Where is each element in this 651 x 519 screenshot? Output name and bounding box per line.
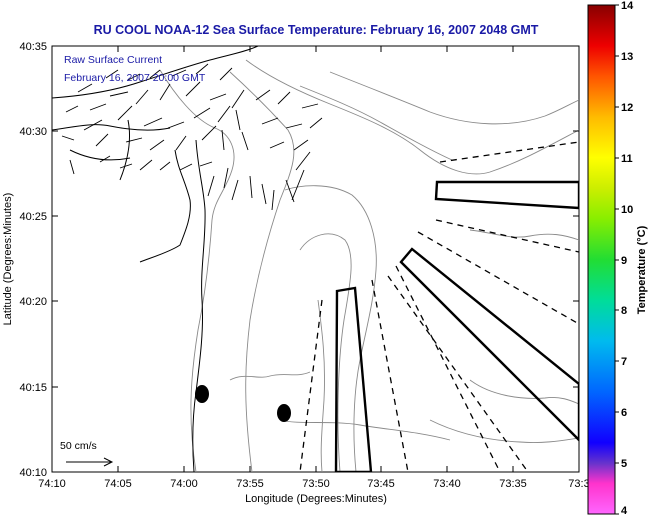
colorbar [587,4,616,515]
annotation-current-time: February 16, 2007 20:00 GMT [64,72,206,84]
x-tick-label: 73:35 [499,478,527,490]
coastline [52,46,259,472]
x-axis-label: Longitude (Degrees:Minutes) [245,493,387,505]
colorbar-tick-label: 11 [621,153,633,165]
sampling-box-south [334,286,373,472]
radar-sector-lines [299,141,579,472]
y-axis-label: Latitude (Degrees:Minutes) [2,193,14,326]
x-tick-label: 74:00 [170,478,198,490]
surface-current-vectors [61,63,323,211]
x-tick-label: 73:45 [367,478,395,490]
annotation-current-type: Raw Surface Current [64,54,162,66]
sampling-box-east [434,180,579,210]
chart-title: RU COOL NOAA-12 Sea Surface Temperature:… [94,23,539,37]
colorbar-tick-label: 5 [621,458,627,470]
map-content [52,46,579,472]
x-tick-label: 74:10 [38,478,66,490]
colorbar-tick-label: 4 [621,505,628,517]
scale-arrow-icon [66,457,114,467]
station-marker [277,404,291,422]
y-tick-label: 40:10 [19,467,47,479]
x-ticks [117,46,514,472]
colorbar-tick-label: 10 [621,204,633,216]
scale-label: 50 cm/s [60,440,97,452]
y-ticks [52,45,579,473]
colorbar-tick-label: 8 [621,305,627,317]
y-tick-label: 40:15 [19,382,47,394]
y-tick-label: 40:35 [19,41,47,53]
map-frame [51,45,580,473]
y-tick-label: 40:25 [19,211,47,223]
colorbar-tick-label: 9 [621,255,627,267]
bathymetry-contours [159,59,579,472]
x-tick-label: 73:55 [236,478,264,490]
y-tick-label: 40:20 [19,296,47,308]
sampling-boxes [334,180,579,472]
x-tick-label: 73:50 [302,478,330,490]
y-tick-label: 40:30 [19,126,47,138]
colorbar-tick-label: 6 [621,407,627,419]
x-tick-label: 73:40 [433,478,461,490]
colorbar-tick-label: 7 [621,356,627,368]
x-tick-label: 73:3 [568,478,589,490]
colorbar-tick-label: 14 [621,0,634,12]
station-marker [195,385,209,403]
sampling-box-diagonal [399,247,579,442]
colorbar-ticks [615,4,619,515]
colorbar-tick-label: 12 [621,102,633,114]
colorbar-label: Temperature (°C) [636,225,648,314]
x-tick-label: 74:05 [104,478,132,490]
colorbar-tick-label: 13 [621,51,633,63]
